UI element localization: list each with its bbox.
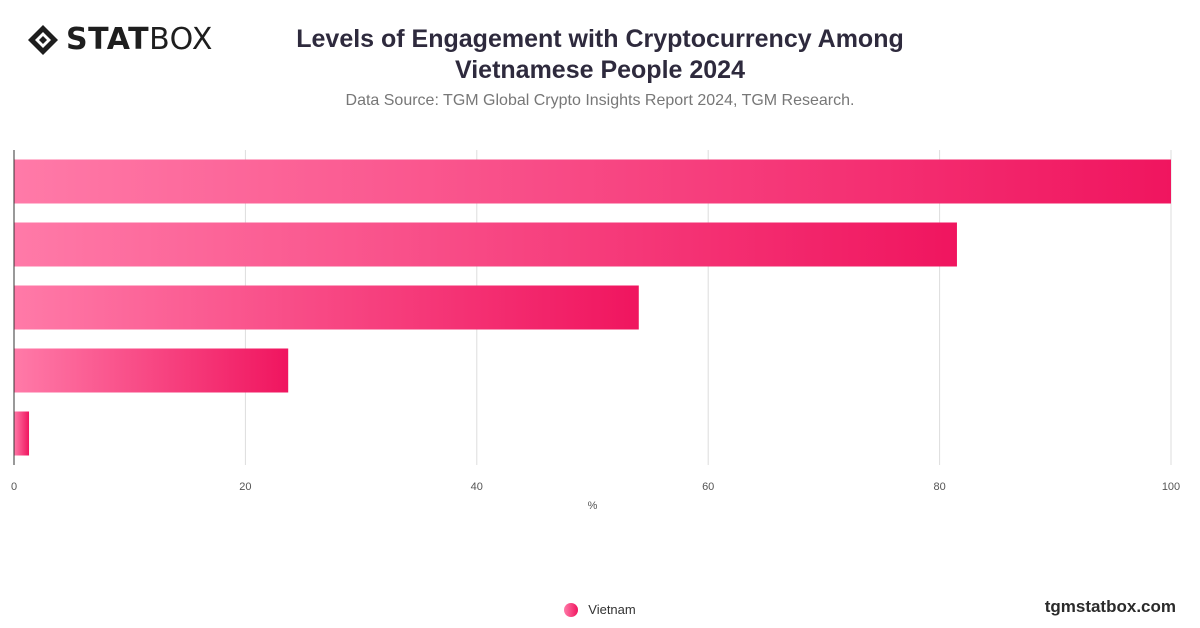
bar [14, 159, 1171, 204]
chart-subtitle: Data Source: TGM Global Crypto Insights … [345, 92, 855, 109]
bar-chart: 0 20 40 60 80 100% [11, 150, 1180, 512]
logo-text-bold: STAT [66, 22, 150, 57]
brand-footer: tgmstatbox.com [1044, 597, 1176, 616]
x-tick-label: 80 [933, 481, 945, 493]
chart-title: Levels of Engagement with Cryptocurrency… [296, 25, 904, 84]
diamond-logo-icon [28, 25, 58, 55]
logo-text-light: BOX [149, 22, 213, 57]
chart-legend[interactable]: Vietnam [0, 602, 1200, 617]
x-tick-label: 40 [471, 481, 483, 493]
x-tick-label: 60 [702, 481, 714, 493]
legend-label: Vietnam [588, 602, 636, 617]
bar [14, 411, 30, 456]
bar [14, 348, 289, 393]
x-tick-label: 20 [239, 481, 251, 493]
legend-marker [564, 602, 579, 617]
bar [14, 285, 639, 330]
bar [14, 222, 957, 267]
x-tick-label: 0 [11, 481, 17, 493]
statbox-logo: STATBOX [26, 22, 213, 58]
logo-text: STATBOX [66, 22, 213, 58]
x-axis-label: % [588, 500, 598, 512]
x-tick-label: 100 [1162, 481, 1180, 493]
